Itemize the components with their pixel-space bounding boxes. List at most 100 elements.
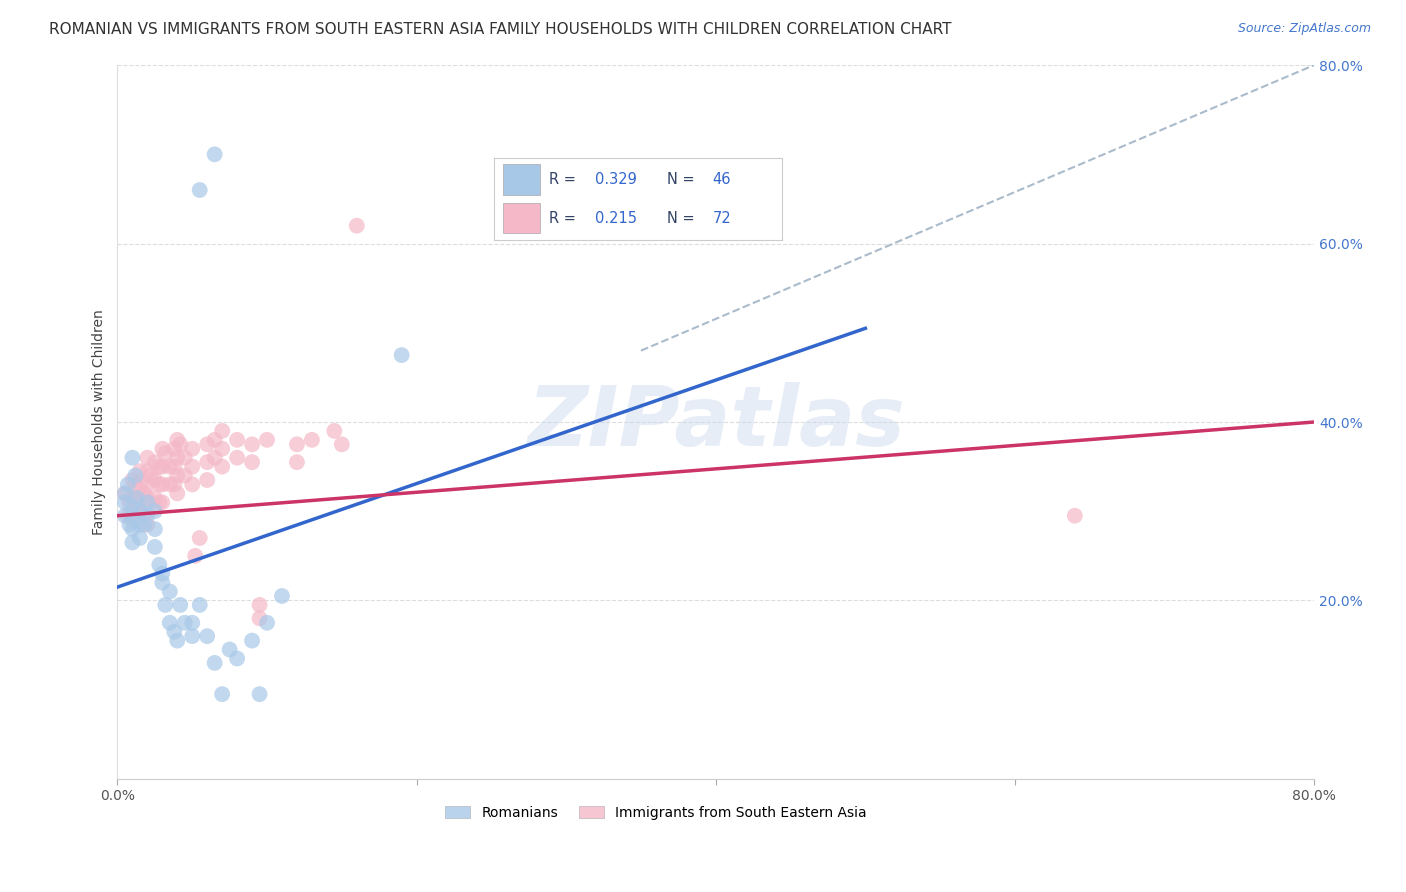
Point (114, 508, 136, 523)
Point (121, 500, 143, 514)
Point (188, 598, 211, 612)
Point (128, 504, 150, 518)
Point (125, 491, 148, 505)
Point (204, 433, 226, 447)
Point (128, 464, 150, 478)
Point (159, 584, 181, 599)
Point (211, 424, 233, 438)
Point (155, 598, 177, 612)
Point (173, 468, 195, 483)
Point (163, 624, 186, 639)
Point (136, 450, 159, 465)
Point (121, 504, 143, 518)
Point (148, 477, 170, 491)
Point (1063, 508, 1085, 523)
Point (204, 656, 226, 670)
Point (195, 473, 218, 487)
Text: Source: ZipAtlas.com: Source: ZipAtlas.com (1237, 22, 1371, 36)
Point (256, 615, 278, 630)
Point (226, 450, 249, 465)
Point (240, 455, 263, 469)
Point (143, 473, 166, 487)
Point (391, 348, 413, 362)
Point (134, 517, 156, 532)
Point (114, 486, 136, 500)
Point (166, 486, 188, 500)
Point (143, 522, 166, 536)
Point (271, 589, 294, 603)
Point (163, 459, 186, 474)
Point (330, 437, 353, 451)
Point (125, 491, 148, 505)
Legend: Romanians, Immigrants from South Eastern Asia: Romanians, Immigrants from South Eastern… (440, 800, 872, 825)
Point (136, 508, 159, 523)
Point (163, 442, 186, 456)
Point (121, 508, 143, 523)
Point (124, 477, 146, 491)
Point (117, 477, 139, 491)
Point (134, 486, 156, 500)
Point (127, 504, 149, 518)
Point (211, 442, 233, 456)
Point (159, 477, 181, 491)
Point (204, 147, 226, 161)
Point (211, 687, 233, 701)
Point (148, 558, 170, 572)
Point (181, 629, 204, 643)
Point (128, 531, 150, 545)
Point (240, 633, 263, 648)
Point (121, 473, 143, 487)
Point (121, 522, 143, 536)
Point (150, 442, 173, 456)
Point (204, 450, 226, 465)
Point (166, 633, 188, 648)
Point (155, 446, 177, 460)
Point (301, 433, 323, 447)
Point (121, 513, 143, 527)
Point (121, 491, 143, 505)
Point (166, 450, 188, 465)
Point (139, 468, 162, 483)
Point (249, 598, 271, 612)
Point (117, 508, 139, 523)
Point (323, 424, 346, 438)
Point (118, 517, 141, 532)
Text: ROMANIAN VS IMMIGRANTS FROM SOUTH EASTERN ASIA FAMILY HOUSEHOLDS WITH CHILDREN C: ROMANIAN VS IMMIGRANTS FROM SOUTH EASTER… (49, 22, 952, 37)
Point (195, 455, 218, 469)
Point (211, 459, 233, 474)
Point (136, 504, 159, 518)
Point (124, 468, 146, 483)
Point (188, 531, 211, 545)
Point (159, 459, 181, 474)
Point (240, 437, 263, 451)
Point (285, 437, 308, 451)
Point (256, 433, 278, 447)
Y-axis label: Family Households with Children: Family Households with Children (93, 310, 107, 535)
Point (128, 491, 150, 505)
Point (150, 459, 173, 474)
Point (143, 455, 166, 469)
Point (136, 491, 159, 505)
Point (136, 517, 159, 532)
Point (128, 504, 150, 518)
Point (148, 495, 170, 509)
Point (169, 598, 191, 612)
Point (150, 477, 173, 491)
Point (181, 442, 204, 456)
Point (121, 450, 143, 465)
Point (159, 615, 181, 630)
Point (118, 495, 141, 509)
Point (163, 477, 186, 491)
Point (166, 433, 188, 447)
Point (226, 433, 249, 447)
Point (148, 459, 170, 474)
Point (173, 450, 195, 465)
Point (143, 540, 166, 554)
Point (143, 491, 166, 505)
Point (136, 477, 159, 491)
Point (121, 535, 143, 549)
Point (114, 486, 136, 500)
Point (285, 455, 308, 469)
Point (128, 517, 150, 532)
Point (136, 464, 159, 478)
